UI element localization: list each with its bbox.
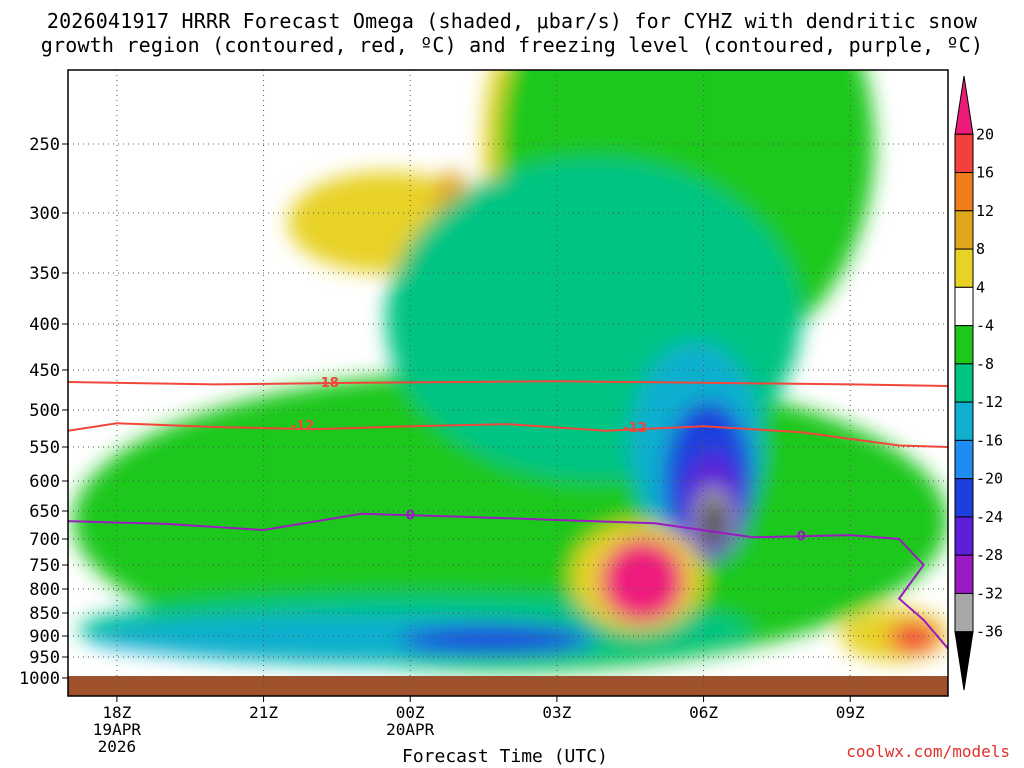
- y-tick-label-300: 300: [29, 204, 60, 224]
- x-tick-label-00Z: 00Z: [396, 703, 425, 722]
- colorbar-segment-11: [954, 516, 974, 556]
- colorbar-segment-4: [954, 248, 974, 288]
- freezing-level-contour: [68, 512, 948, 650]
- chart-title-line-1: 2026041917 HRRR Forecast Omega (shaded, …: [46, 9, 978, 33]
- contour-label-4: 0: [797, 530, 806, 545]
- colorbar-segment-5: [954, 286, 974, 327]
- colorbar-label-8: -16: [976, 431, 1003, 449]
- omega-area-16: [600, 539, 684, 623]
- colorbar-segment-2: [954, 172, 974, 212]
- colorbar-label-11: -28: [976, 546, 1003, 564]
- colorbar-label-2: 12: [976, 202, 994, 220]
- shaded-field: -18 -12 -12 0 0: [68, 70, 948, 696]
- x-tick-date-00Z: 20APR: [386, 720, 435, 739]
- omega-area-10: [400, 626, 587, 653]
- colorbar-segment-12: [954, 554, 974, 594]
- colorbar-top-arrow: [954, 75, 974, 135]
- colorbar-segment-1: [954, 133, 974, 174]
- colorbar: 20 16 12 8 4 -4 -8 -12 -16 -20 -24 -28 -32 -36: [954, 75, 1003, 691]
- colorbar-label-10: -24: [976, 508, 1003, 526]
- ground-strip: [68, 676, 948, 696]
- y-tick-label-1000: 1000: [19, 669, 60, 689]
- omega-shading: [72, 70, 948, 672]
- colorbar-label-3: 8: [976, 240, 985, 258]
- y-tick-label-800: 800: [29, 580, 60, 600]
- colorbar-label-6: -8: [976, 355, 994, 373]
- y-tick-label-450: 450: [29, 361, 60, 381]
- credit-text: coolwx.com/models: [846, 742, 1010, 761]
- contour-label-0: -18: [315, 376, 339, 391]
- y-tick-label-600: 600: [29, 472, 60, 492]
- contour-label-1: -12: [291, 419, 315, 434]
- colorbar-label-0: 20: [976, 125, 994, 143]
- x-tick-label-09Z: 09Z: [836, 703, 865, 722]
- y-tick-label-250: 250: [29, 135, 60, 155]
- colorbar-bottom-arrow: [954, 631, 974, 691]
- contour-label-2: -12: [623, 421, 647, 436]
- y-tick-label-500: 500: [29, 401, 60, 421]
- grid: [68, 70, 948, 696]
- temp-contour--12: [68, 422, 948, 448]
- y-tick-label-750: 750: [29, 556, 60, 576]
- omega-area-14: [703, 499, 724, 547]
- colorbar-segment-8: [954, 401, 974, 441]
- contour-label-3: 0: [406, 508, 415, 523]
- colorbar-segment-3: [954, 210, 974, 250]
- colorbar-label-5: -4: [976, 317, 994, 335]
- y-tick-label-650: 650: [29, 502, 60, 522]
- y-tick-label-350: 350: [29, 264, 60, 284]
- colorbar-segment-10: [954, 478, 974, 518]
- y-tick-label-900: 900: [29, 627, 60, 647]
- colorbar-segment-6: [954, 325, 974, 365]
- temp-contour--18: [68, 380, 948, 387]
- colorbar-label-7: -12: [976, 393, 1003, 411]
- colorbar-label-13: -36: [976, 623, 1003, 641]
- colorbar-label-12: -32: [976, 584, 1003, 602]
- plot-frame: [67, 69, 949, 697]
- colorbar-segment-7: [954, 363, 974, 403]
- y-tick-label-850: 850: [29, 604, 60, 624]
- x-axis-label: Forecast Time (UTC): [402, 746, 608, 767]
- y-tick-label-550: 550: [29, 438, 60, 458]
- omega-area-18: [889, 622, 939, 653]
- x-tick-label-18Z: 18Z: [102, 703, 131, 722]
- x-tick-label-21Z: 21Z: [249, 703, 278, 722]
- x-tick-label-03Z: 03Z: [542, 703, 571, 722]
- colorbar-label-9: -20: [976, 470, 1003, 488]
- colorbar-segment-13: [954, 592, 974, 633]
- x-tick-label-06Z: 06Z: [689, 703, 718, 722]
- y-tick-label-700: 700: [29, 530, 60, 550]
- x-tick-date-18Z: 19APR: [93, 720, 142, 739]
- y-tick-label-950: 950: [29, 648, 60, 668]
- x-tick-year-18Z: 2026: [98, 737, 137, 756]
- colorbar-label-1: 16: [976, 164, 994, 182]
- colorbar-label-4: 4: [976, 278, 985, 296]
- colorbar-segment-9: [954, 439, 974, 480]
- chart-title-line-2: growth region (contoured, red, ºC) and f…: [40, 33, 984, 57]
- y-tick-label-400: 400: [29, 315, 60, 335]
